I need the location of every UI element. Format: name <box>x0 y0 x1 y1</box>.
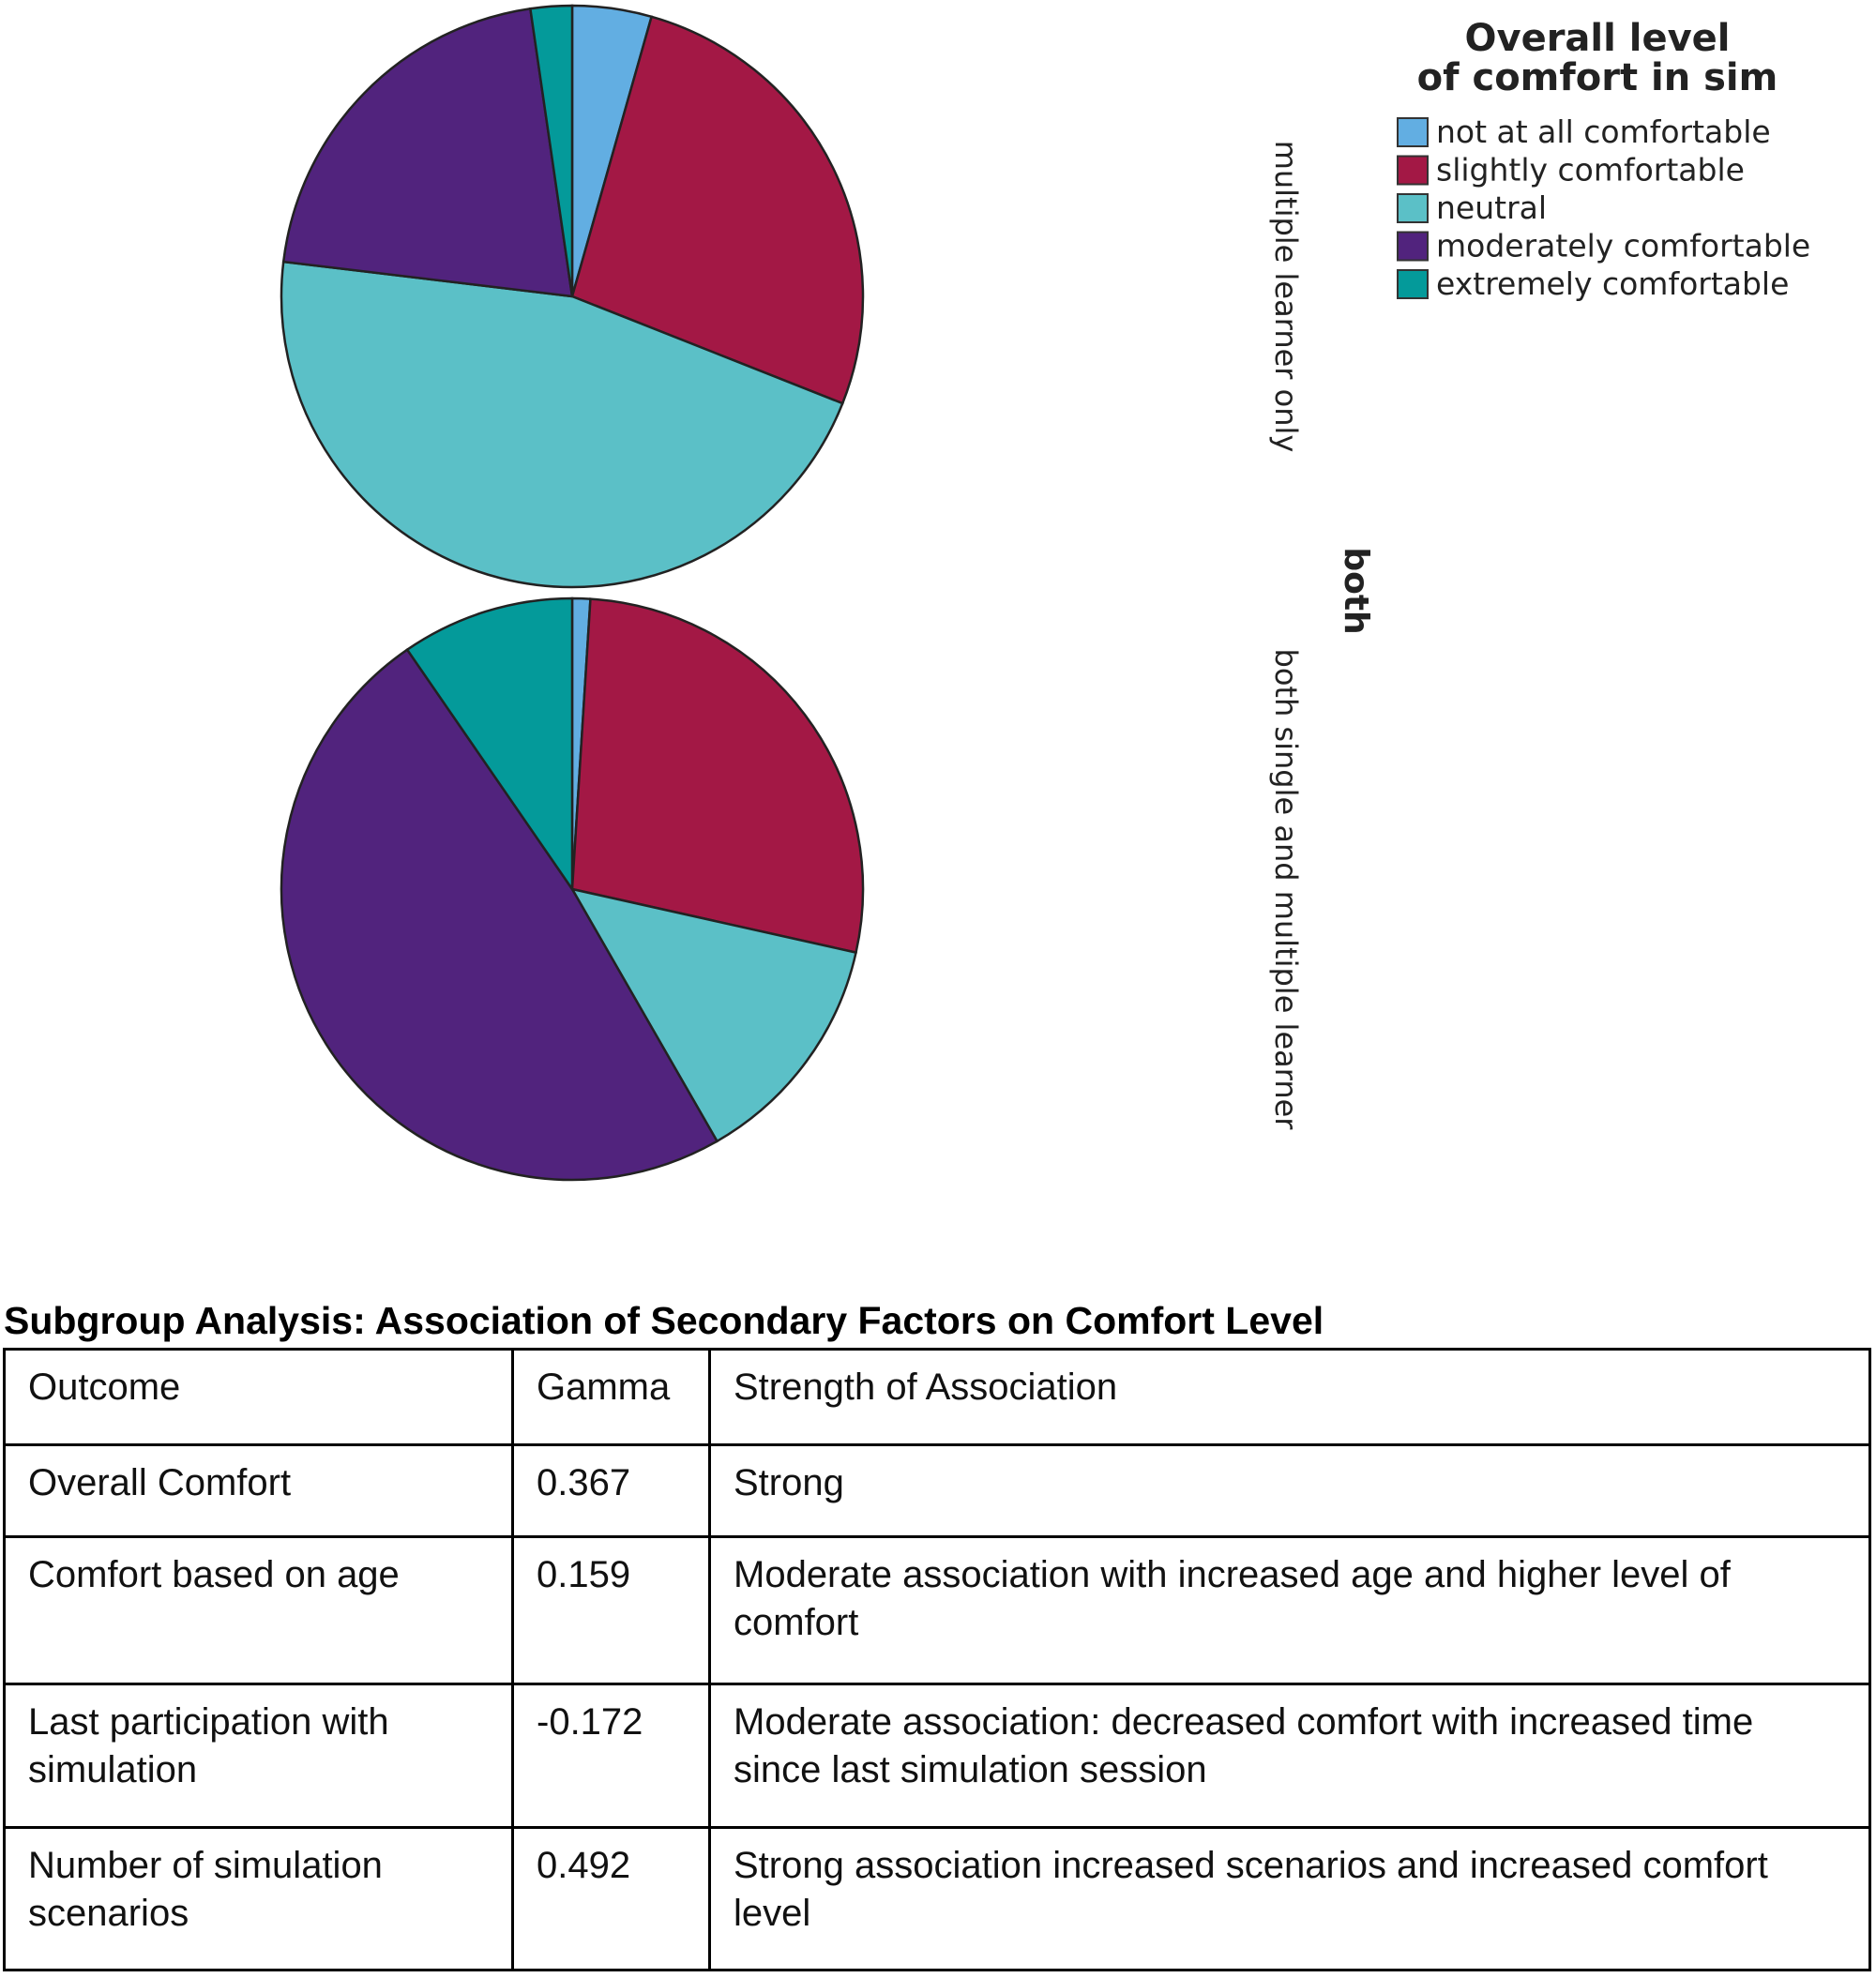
table-cell: 0.159 <box>511 1535 711 1685</box>
table-cell: Strong <box>708 1443 1871 1538</box>
facet-label: multiple learner only <box>1268 141 1304 453</box>
table-row: Overall Comfort 0.367 Strong <box>3 1443 1871 1538</box>
table-cell: -0.172 <box>511 1683 711 1829</box>
table: Outcome Gamma Strength of Association Overa… <box>3 1348 1871 1971</box>
pie-slice <box>570 597 865 955</box>
table-cell: Last participation with simulation <box>3 1683 514 1829</box>
legend-label: not at all comfortable <box>1436 113 1771 150</box>
chart: multiple learner only both single and mul… <box>280 4 1810 1182</box>
table-row: Comfort based on age 0.159 Moderate associ… <box>3 1535 1871 1685</box>
legend-swatch <box>1397 155 1429 186</box>
table-row: Outcome Gamma Strength of Association <box>3 1348 1871 1446</box>
facet-title: both <box>1337 547 1375 634</box>
legend-swatch <box>1397 117 1429 147</box>
legend-title: Overall level of comfort in sim <box>1417 17 1778 99</box>
table-title: Subgroup Analysis: Association of Second… <box>4 1299 1324 1342</box>
pie-slice <box>280 260 844 589</box>
pie-slice <box>570 15 865 405</box>
table-cell: 0.492 <box>511 1826 711 1971</box>
table-cell: Moderate association: decreased comfort … <box>708 1683 1871 1829</box>
pie-slice <box>281 7 574 298</box>
table-cell: Moderate association with increased age … <box>708 1535 1871 1685</box>
legend-label: moderately comfortable <box>1436 228 1810 264</box>
table-cell: Strong association increased scenarios a… <box>708 1826 1871 1971</box>
table-cell: Gamma <box>511 1348 711 1446</box>
facet-label: both single and multiple learner <box>1268 649 1304 1131</box>
pie-slice <box>280 647 719 1182</box>
legend-swatch <box>1397 269 1429 299</box>
pie-slice <box>405 596 574 894</box>
table-cell: 0.367 <box>511 1443 711 1538</box>
table-cell: Comfort based on age <box>3 1535 514 1685</box>
legend-swatch <box>1397 193 1429 223</box>
table-cell: Number of simulation scenarios <box>3 1826 514 1971</box>
table-cell: Outcome <box>3 1348 514 1446</box>
table-cell: Strength of Association <box>708 1348 1871 1446</box>
legend-label: slightly comfortable <box>1436 152 1745 189</box>
legend-label: extremely comfortable <box>1436 265 1789 302</box>
pie-slice <box>528 4 574 297</box>
table-row: Last participation with simulation -0.172… <box>3 1683 1871 1829</box>
pie-slice <box>569 887 858 1143</box>
table-row: Number of simulation scenarios 0.492 Stron… <box>3 1826 1871 1971</box>
legend-label: neutral <box>1436 189 1547 226</box>
table-cell: Overall Comfort <box>3 1443 514 1538</box>
legend-swatch <box>1397 231 1429 262</box>
